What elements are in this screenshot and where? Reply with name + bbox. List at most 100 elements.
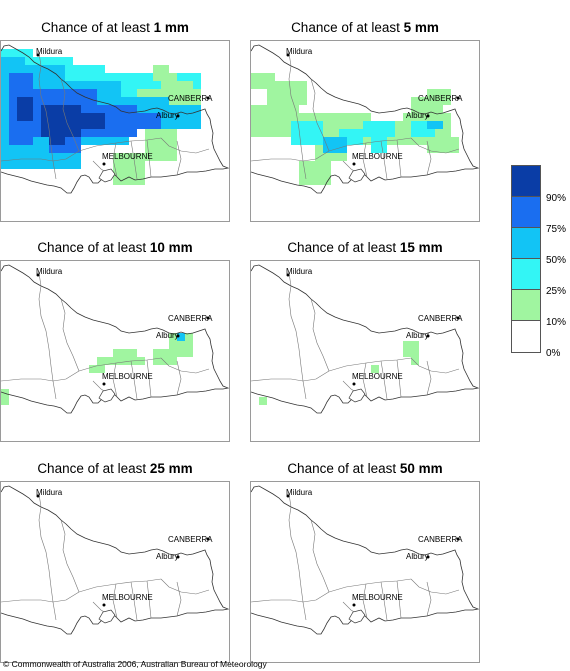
port-phillip-bay	[98, 388, 116, 403]
district-boundary	[380, 360, 388, 400]
district-boundary	[1, 599, 54, 603]
district-boundary	[60, 519, 80, 593]
melbourne-label: MELBOURNE	[102, 152, 153, 161]
state-outline	[251, 264, 479, 414]
legend-label-10: 10%	[546, 317, 567, 328]
district-boundary	[146, 139, 152, 178]
district-boundary	[310, 78, 330, 152]
albury-marker	[176, 334, 180, 338]
albury-marker	[176, 114, 180, 118]
district-boundary	[410, 137, 460, 154]
district-boundary	[1, 158, 54, 162]
legend-swatch-25	[512, 259, 540, 290]
district-boundary	[310, 298, 330, 372]
victoria-map-svg: Mildura CANBERRA Albury MELBOURNE	[1, 485, 229, 635]
canberra-label: CANBERRA	[418, 314, 463, 323]
district-boundary	[52, 370, 80, 382]
probability-cell	[411, 349, 419, 365]
district-boundary	[302, 591, 330, 603]
canberra-marker	[206, 96, 210, 100]
victoria-map-svg: Mildura CANBERRA Albury MELBOURNE	[1, 264, 229, 414]
legend-swatch-75	[512, 197, 540, 228]
albury-marker	[426, 334, 430, 338]
district-boundary	[426, 140, 432, 176]
melbourne-marker	[102, 382, 106, 386]
port-phillip-bay	[98, 168, 116, 183]
district-boundary	[310, 519, 330, 593]
probability-cell	[17, 97, 33, 121]
mildura-marker	[286, 494, 290, 498]
probability-cell	[81, 113, 105, 129]
probability-cell	[371, 137, 387, 153]
probability-cell	[427, 89, 451, 105]
district-boundary	[288, 52, 307, 180]
probability-cell	[299, 161, 331, 185]
district-boundary	[130, 140, 138, 180]
legend-swatch-50	[512, 228, 540, 259]
albury-marker	[426, 555, 430, 559]
probability-cell	[145, 129, 177, 161]
probability-cell	[177, 333, 185, 341]
mildura-label: Mildura	[36, 47, 63, 56]
district-boundary	[302, 370, 330, 382]
legend-swatch-90	[512, 166, 540, 197]
melbourne-label: MELBOURNE	[352, 372, 403, 381]
probability-cell	[153, 349, 177, 365]
victoria-map-svg: Mildura CANBERRA Albury MELBOURNE	[1, 44, 229, 194]
district-boundary	[288, 493, 307, 621]
canberra-marker	[456, 537, 460, 541]
melbourne-marker	[102, 603, 106, 607]
district-boundary	[362, 583, 368, 619]
panel-title-50mm: Chance of at least 50 mm	[287, 461, 443, 476]
melbourne-marker	[352, 382, 356, 386]
district-boundary	[176, 581, 182, 617]
probability-cell	[97, 357, 113, 365]
albury-marker	[176, 555, 180, 559]
district-boundary	[410, 357, 460, 374]
district-boundary	[78, 357, 162, 372]
district-boundary	[396, 359, 402, 398]
district-boundary	[288, 272, 307, 400]
melbourne-label: MELBOURNE	[102, 372, 153, 381]
district-boundary	[251, 378, 304, 382]
probability-cell	[153, 65, 169, 81]
district-boundary	[1, 378, 54, 382]
probability-cell	[259, 397, 267, 405]
legend-label-75: 75%	[546, 224, 567, 235]
victoria-map-svg: Mildura CANBERRA Albury MELBOURNE	[251, 485, 479, 635]
albury-label: Albury	[156, 111, 179, 120]
district-boundary	[160, 137, 210, 154]
state-outline	[1, 44, 229, 194]
canberra-label: CANBERRA	[168, 314, 213, 323]
district-boundary	[78, 137, 162, 152]
district-boundary	[176, 360, 182, 396]
melbourne-marker	[102, 162, 106, 166]
probability-legend	[511, 165, 541, 353]
melbourne-marker	[352, 162, 356, 166]
district-boundary	[160, 357, 210, 374]
probability-cell	[89, 365, 105, 373]
state-outline	[1, 485, 229, 635]
map-15mm: Mildura CANBERRA Albury MELBOURNE	[250, 260, 480, 442]
state-outline	[1, 264, 229, 414]
district-boundary	[426, 360, 432, 396]
district-boundary	[38, 52, 57, 180]
melbourne-label: MELBOURNE	[352, 593, 403, 602]
victoria-map-svg: Mildura CANBERRA Albury MELBOURNE	[251, 264, 479, 414]
probability-cell	[267, 81, 307, 105]
district-boundary	[146, 580, 152, 619]
canberra-label: CANBERRA	[418, 94, 463, 103]
mildura-marker	[36, 273, 40, 277]
district-boundary	[328, 578, 412, 593]
district-boundary	[52, 150, 80, 162]
district-boundary	[362, 142, 368, 178]
albury-label: Albury	[156, 331, 179, 340]
mildura-label: Mildura	[286, 267, 313, 276]
probability-cell	[427, 137, 459, 153]
albury-label: Albury	[406, 331, 429, 340]
district-boundary	[328, 137, 412, 152]
canberra-label: CANBERRA	[418, 535, 463, 544]
albury-marker	[426, 114, 430, 118]
legend-label-50: 50%	[546, 255, 567, 266]
probability-cell	[363, 121, 395, 137]
